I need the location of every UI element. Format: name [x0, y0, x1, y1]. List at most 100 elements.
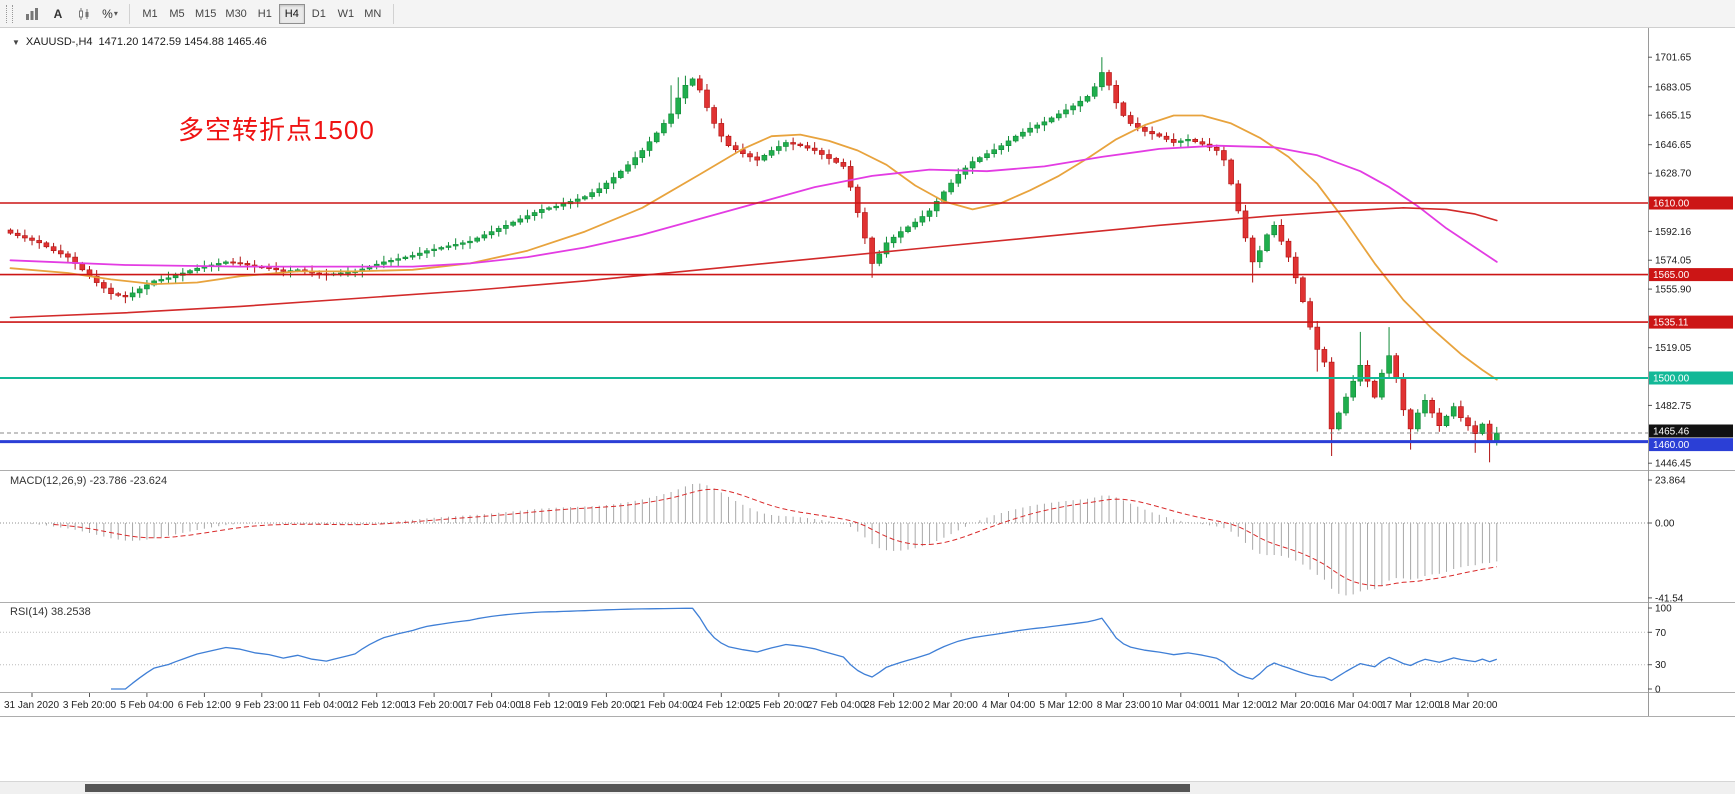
price-badge-label: 1610.00 — [1653, 199, 1690, 210]
timeframe-button-mn[interactable]: MN — [360, 4, 386, 24]
candle-body — [467, 240, 473, 244]
time-tick-label: 12 Feb 12:00 — [347, 700, 406, 711]
scrollbar-thumb[interactable] — [85, 784, 1190, 792]
candle-body — [1300, 277, 1306, 302]
candle-body — [503, 225, 509, 229]
candle-body — [718, 123, 725, 137]
candle-body — [273, 267, 280, 271]
candle-body — [1371, 380, 1378, 398]
candle-body — [1415, 412, 1421, 430]
candle-body — [689, 78, 696, 86]
timeframe-button-h1[interactable]: H1 — [252, 4, 278, 24]
candle-body — [761, 155, 768, 161]
candle-body — [1249, 237, 1256, 263]
candle-body — [416, 252, 423, 256]
timeframe-group: M1 M5 M15 M30 H1 H4 D1 W1 MN — [137, 3, 386, 24]
rsi-tick-label: 100 — [1655, 604, 1672, 615]
candle-body — [1077, 100, 1084, 107]
candle-body — [847, 166, 854, 188]
time-tick-label: 4 Mar 04:00 — [982, 700, 1036, 711]
chart-annotation-text[interactable]: 多空转折点1500 — [178, 115, 375, 145]
candle-body — [1465, 417, 1471, 427]
candle-body — [1379, 372, 1385, 398]
candle-body — [1027, 127, 1033, 133]
price-tick-label: 1701.65 — [1655, 53, 1692, 64]
candle-body — [538, 209, 545, 213]
annotate-button[interactable]: A — [46, 3, 70, 25]
price-tick-label: 1592.16 — [1655, 227, 1692, 238]
candle-body — [1278, 225, 1285, 242]
timeframe-button-m1[interactable]: M1 — [137, 4, 163, 24]
timeframe-button-w1[interactable]: W1 — [333, 4, 359, 24]
timeframe-button-m15[interactable]: M15 — [191, 4, 220, 24]
candle-body — [1393, 355, 1399, 379]
candle-body — [1048, 117, 1055, 123]
toolbar-grip[interactable] — [6, 4, 13, 23]
candle-body — [553, 205, 560, 209]
candle-body — [747, 153, 753, 158]
candle-body — [883, 242, 890, 255]
candle-body — [1178, 140, 1184, 143]
price-tick-label: 1519.05 — [1655, 343, 1692, 354]
candle-body — [101, 282, 107, 289]
candle-body — [1091, 86, 1098, 97]
candle-body — [1343, 396, 1349, 414]
time-tick-label: 17 Feb 04:00 — [462, 700, 521, 711]
candlestick-style-button[interactable] — [72, 3, 96, 25]
candle-body — [1386, 355, 1392, 374]
candle-body — [1350, 380, 1356, 398]
timeframe-button-h4[interactable]: H4 — [278, 3, 305, 24]
time-tick-label: 5 Mar 12:00 — [1039, 700, 1093, 711]
macd-signal-line — [53, 488, 1497, 587]
rsi-tick-label: 30 — [1655, 660, 1667, 671]
candle-body — [1099, 72, 1105, 88]
candle-body — [136, 288, 143, 294]
time-tick-label: 27 Feb 04:00 — [807, 700, 866, 711]
time-tick-label: 18 Feb 12:00 — [520, 700, 579, 711]
candle-body — [223, 261, 229, 264]
candle-body — [1357, 364, 1364, 382]
price-badge — [1649, 196, 1733, 210]
timeframe-button-m30[interactable]: M30 — [221, 4, 250, 24]
candle-body — [388, 259, 394, 263]
price-badge — [1649, 371, 1733, 385]
candle-body — [1314, 326, 1321, 350]
expand-triangle-icon[interactable]: ▼ — [12, 37, 20, 47]
price-tick-label: 1555.90 — [1655, 285, 1692, 296]
candle-body — [976, 157, 983, 162]
candle-body — [783, 142, 789, 147]
candle-body — [424, 250, 430, 254]
horizontal-scrollbar[interactable] — [0, 781, 1735, 794]
rsi-line — [111, 607, 1498, 690]
candle-body — [1005, 140, 1012, 146]
time-tick-label: 6 Feb 12:00 — [178, 700, 232, 711]
candle-body — [1336, 412, 1342, 430]
macd-tick-label: 0.00 — [1655, 519, 1675, 530]
candle-body — [632, 157, 639, 166]
time-tick-label: 11 Feb 04:00 — [290, 700, 349, 711]
caret-down-icon: ▾ — [113, 9, 118, 18]
candle-body — [108, 287, 114, 295]
candle-body — [589, 192, 595, 197]
candle-body — [129, 292, 136, 298]
candle-body — [833, 158, 840, 163]
candle-body — [230, 261, 236, 264]
candle-body — [381, 261, 387, 265]
percent-scale-button[interactable]: % ▾ — [98, 3, 122, 25]
rsi-tick-label: 70 — [1655, 628, 1667, 639]
price-tick-label: 1446.45 — [1655, 459, 1692, 470]
price-badge-label: 1460.00 — [1653, 440, 1690, 451]
candle-body — [912, 221, 919, 228]
candle-body — [14, 232, 21, 236]
bar-chart-style-button[interactable] — [20, 3, 44, 25]
candle-body — [1213, 147, 1220, 151]
chart-ohlc-header: ▼ XAUUSD-,H4 1471.20 1472.59 1454.88 146… — [12, 36, 267, 48]
time-tick-label: 24 Feb 12:00 — [692, 700, 751, 711]
timeframe-button-m5[interactable]: M5 — [164, 4, 190, 24]
candle-body — [488, 231, 495, 236]
time-tick-label: 16 Mar 04:00 — [1324, 700, 1383, 711]
macd-tick-label: 23.864 — [1655, 476, 1686, 487]
candle-body — [1084, 96, 1091, 102]
timeframe-button-d1[interactable]: D1 — [306, 4, 332, 24]
